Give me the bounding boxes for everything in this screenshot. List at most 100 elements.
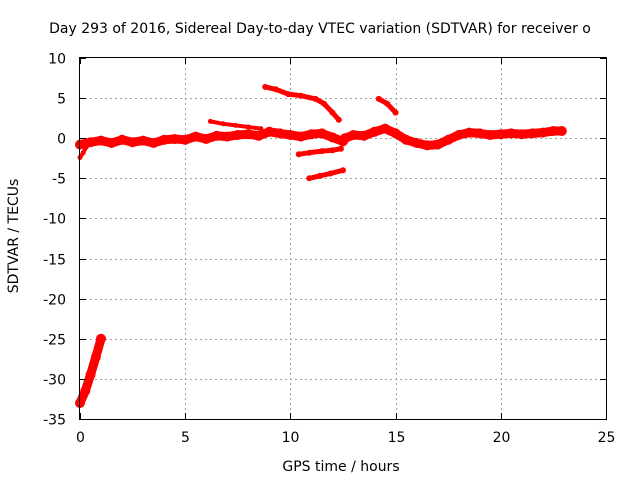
data-point (384, 100, 391, 107)
series-main-band-2 (340, 124, 567, 150)
x-tick-label: 25 (598, 430, 616, 446)
data-point (327, 170, 334, 177)
x-tick-label: 0 (76, 430, 85, 446)
data-point (180, 134, 191, 145)
tick-layer: 0 5 10 15 20 25 10 5 0 -5 -10 -15 -20 -25 -30 -35 (43, 52, 615, 447)
data-point (245, 124, 251, 130)
data-point (392, 109, 399, 116)
data-point (274, 128, 285, 139)
data-point (169, 134, 180, 144)
data-point (319, 148, 325, 155)
plot-frame (79, 57, 607, 420)
data-point (337, 145, 344, 152)
data-point (537, 127, 548, 138)
y-tick-label: -35 (43, 413, 66, 429)
data-point (327, 132, 338, 143)
data-point (369, 126, 380, 137)
data-point (316, 172, 323, 179)
series-layer (75, 83, 567, 408)
data-point (262, 83, 269, 90)
data-point (201, 134, 212, 144)
data-point (335, 116, 342, 123)
data-point (312, 95, 319, 102)
data-point (443, 134, 454, 145)
data-point (390, 128, 401, 139)
data-point (422, 140, 433, 151)
data-point (348, 130, 359, 140)
data-point (117, 134, 128, 145)
data-point (85, 137, 96, 148)
y-tick-label: 0 (57, 132, 66, 148)
data-point (506, 128, 517, 139)
grid-layer (80, 58, 606, 419)
data-point (375, 95, 382, 102)
y-tick-label: -25 (43, 333, 66, 349)
data-point (85, 369, 96, 380)
data-point (232, 130, 243, 140)
data-point (495, 129, 506, 140)
data-point (285, 130, 296, 140)
y-tick-label: 10 (48, 52, 66, 68)
y-tick-label: -20 (43, 293, 66, 309)
data-point (220, 121, 226, 127)
x-axis-label: GPS time / hours (282, 459, 399, 475)
data-point (148, 138, 159, 148)
data-point (285, 91, 292, 98)
data-point (272, 86, 279, 93)
data-point (453, 130, 464, 140)
data-point (295, 131, 306, 142)
x-tick-label: 15 (388, 430, 406, 446)
data-point (340, 167, 346, 174)
data-point (401, 134, 412, 145)
data-point (359, 130, 369, 141)
y-tick-label: -15 (43, 253, 66, 269)
x-tick-label: 20 (493, 430, 511, 446)
data-point (306, 129, 317, 140)
x-tick-label: 10 (282, 430, 300, 446)
data-point (96, 333, 106, 344)
data-point (474, 128, 485, 139)
y-axis-label: SDTVAR / TECUs (6, 179, 22, 294)
y-tick-label: -5 (52, 172, 66, 188)
data-point (380, 123, 391, 134)
data-point (233, 122, 239, 128)
data-point (258, 126, 264, 132)
y-tick-label: -10 (43, 212, 66, 228)
data-point (295, 151, 302, 158)
chart-title: Day 293 of 2016, Sidereal Day-to-day VTE… (49, 21, 591, 37)
y-tick-label: -30 (43, 373, 66, 389)
y-tick-label: 5 (57, 92, 66, 108)
data-point (207, 118, 213, 124)
data-point (190, 131, 201, 142)
data-point (321, 100, 328, 107)
data-point (485, 130, 496, 140)
data-point (340, 133, 351, 144)
data-point (253, 130, 264, 141)
data-point (264, 126, 275, 137)
data-point (527, 128, 538, 139)
data-point (243, 129, 254, 140)
data-point (516, 129, 527, 140)
data-point (306, 175, 313, 182)
data-point (432, 139, 443, 150)
data-point (297, 92, 304, 99)
data-point (83, 144, 89, 150)
data-point (329, 147, 336, 154)
data-point (138, 135, 149, 146)
data-point (548, 126, 559, 136)
data-point (159, 134, 170, 145)
data-point (556, 126, 567, 136)
data-point (329, 109, 336, 116)
data-point (127, 137, 138, 148)
data-point (464, 127, 475, 138)
data-point (106, 138, 117, 148)
series-low-negative (306, 167, 346, 181)
data-point (96, 135, 106, 146)
data-point (306, 149, 313, 156)
data-point (317, 128, 327, 139)
data-point (211, 130, 222, 141)
data-point (222, 131, 233, 142)
x-tick-label: 5 (181, 430, 190, 446)
data-point (411, 138, 422, 148)
